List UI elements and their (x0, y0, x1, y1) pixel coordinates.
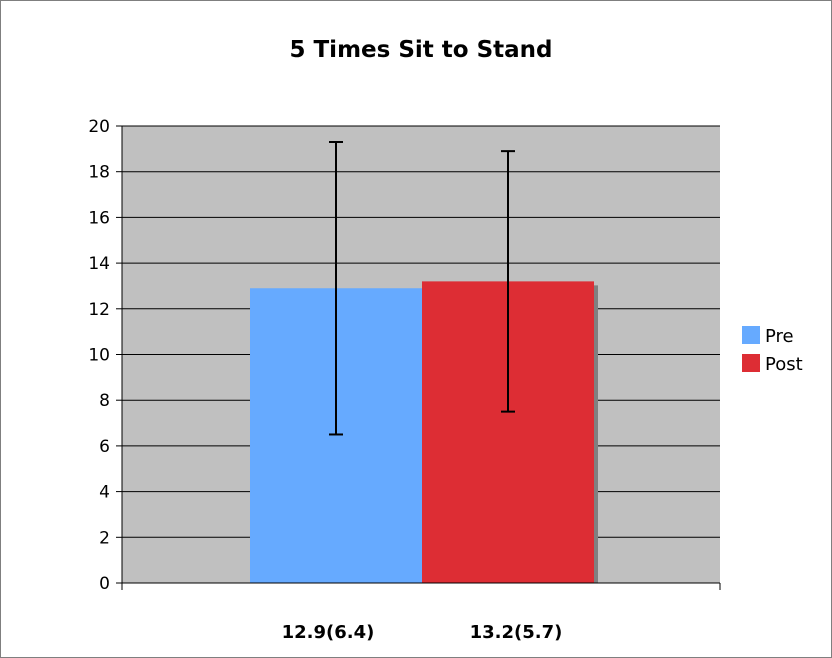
error-bar-pre (329, 140, 343, 436)
chart-title: 5 Times Sit to Stand (289, 37, 552, 63)
plot-area: 0 2 4 6 8 10 12 14 16 18 20 12.9(6.4) 13.2(5.7) (88, 117, 721, 643)
category-label-post: 13.2(5.7) (470, 622, 563, 643)
y-tick-label-0: 0 (99, 574, 110, 594)
legend-swatch-pre (742, 326, 760, 344)
y-tick-label-3: 6 (99, 437, 110, 457)
legend-label-pre: Pre (765, 326, 794, 347)
legend: Pre Post (742, 326, 803, 375)
y-tick-label-4: 8 (99, 391, 110, 411)
y-tick-label-5: 10 (88, 346, 110, 366)
legend-label-post: Post (765, 354, 803, 375)
y-tick-label-9: 18 (88, 163, 110, 183)
y-tick-label-2: 4 (99, 483, 110, 503)
error-bar-post (501, 150, 515, 413)
y-tick-label-1: 2 (99, 528, 110, 548)
category-label-pre: 12.9(6.4) (282, 622, 375, 643)
y-tick-label-6: 12 (88, 300, 110, 320)
y-tick-label-7: 14 (88, 254, 110, 274)
legend-swatch-post (742, 354, 760, 372)
y-tick-label-10: 20 (88, 117, 110, 137)
y-tick-label-8: 16 (88, 208, 110, 228)
